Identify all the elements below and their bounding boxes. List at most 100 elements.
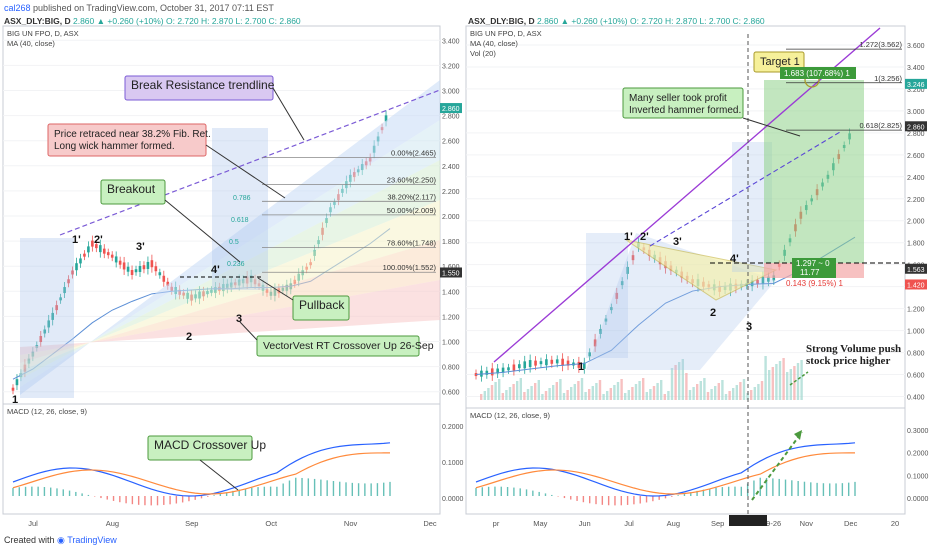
candle-body [122, 262, 126, 270]
volume-bar [771, 367, 774, 400]
volume-bar [786, 372, 789, 400]
volume-bar [573, 384, 576, 400]
footer: Created with ◉ TradingView [4, 535, 117, 545]
macd-title: MACD (12, 26, close, 9) [7, 407, 88, 416]
candle-body [604, 318, 608, 322]
candle-body [599, 328, 602, 334]
volume-bar [750, 390, 753, 400]
channel-label: 0.236 [227, 261, 245, 268]
price-tag: 2.860 [907, 124, 925, 131]
volume-bar [516, 381, 519, 400]
candle-body [615, 292, 619, 299]
volume-bar [793, 366, 796, 400]
resistance-trendline [59, 89, 441, 236]
volume-bar [746, 393, 749, 400]
x-tick-label: May [533, 519, 547, 528]
candle-body [490, 368, 494, 376]
volume-bar [703, 378, 706, 400]
volume-bar [512, 384, 515, 400]
right-symbol[interactable]: ASX_DLY:BIG, D [468, 16, 535, 26]
candle-body [566, 360, 570, 366]
volume-bar [505, 390, 508, 400]
volume-bar [548, 388, 551, 400]
y-tick-label: 0.600 [907, 373, 925, 380]
wave-label: 4' [211, 264, 220, 276]
footer-brand[interactable]: TradingView [67, 535, 117, 545]
target-box [780, 67, 856, 79]
fib-level-label: 50.00%(2.009) [387, 206, 437, 215]
y-tick-label: 2.600 [907, 153, 925, 160]
volume-bar [537, 380, 540, 400]
measure-box [20, 238, 74, 398]
callout-breakout-text: Breakout [107, 182, 156, 196]
volume-bar [688, 390, 692, 400]
volume-bar [631, 387, 634, 400]
volume-bar [710, 389, 713, 400]
volume-bar [778, 361, 782, 400]
wave-label: 1' [624, 231, 633, 243]
volume-bar [584, 392, 587, 400]
candle-body [134, 269, 138, 273]
footer-created: Created with [4, 535, 55, 545]
volume-bar [508, 387, 512, 400]
volume-bar [598, 380, 602, 400]
wave-label: 4' [730, 253, 739, 265]
macd-trend-arrow [751, 431, 803, 501]
volume-bar [642, 378, 645, 400]
left-symbol[interactable]: ASX_DLY:BIG, D [4, 16, 71, 26]
callout-break-text: Break Resistance trendline [131, 78, 275, 92]
y-tick-label: 2.400 [907, 175, 925, 182]
date-tag-box [729, 515, 767, 526]
x-tick-label: Sep [185, 519, 198, 528]
volume-bar [800, 360, 803, 400]
callout-seller-text: Inverted hammer formed. [629, 105, 741, 116]
price-tag-box [905, 279, 927, 290]
volume-bar [588, 389, 591, 400]
candle-body [150, 260, 154, 268]
candle-body [138, 265, 142, 272]
y-tick-label: 1.200 [907, 307, 925, 314]
candle-body [130, 269, 134, 275]
measure-box [586, 233, 628, 358]
x-tick-label: Nov [344, 519, 358, 528]
candle-body [99, 245, 102, 253]
price-tag: 3.246 [907, 82, 925, 89]
volume-bar [667, 391, 670, 400]
y-tick-label: 3.000 [442, 88, 460, 95]
y-tick-label: 2.800 [907, 131, 925, 138]
volume-bar [732, 388, 735, 400]
candle-body [75, 263, 78, 271]
callout-macd-cross-text: MACD Crossover Up [154, 438, 266, 452]
fib-ext-label: 1.272(3.562) [859, 40, 902, 49]
volume-bar [490, 385, 494, 400]
y-tick-label: 2.200 [442, 189, 460, 196]
callout-fib-note: Price retraced near 38.2% Fib. Ret.Long … [47, 123, 211, 157]
volume-bar [699, 381, 702, 400]
candle-body [158, 272, 162, 276]
candle-body [102, 248, 106, 254]
candle-body [47, 320, 51, 328]
wave-label: 1' [72, 234, 81, 246]
candle-body [67, 279, 70, 284]
fib-level-label: 0.00%(2.465) [391, 149, 437, 158]
volume-bar [742, 379, 746, 400]
left-quote: 2.860 ▲ +0.260 (+10%) O: 2.720 H: 2.870 … [72, 16, 301, 26]
wave-label: 1 [578, 361, 584, 373]
fib-fan-band [20, 200, 440, 371]
candle-body [87, 246, 90, 253]
y-tick-label: 3.000 [907, 109, 925, 116]
wave-label: 3' [673, 236, 682, 248]
candle-body [528, 360, 532, 368]
macd-y-tick: 0.0000 [442, 496, 464, 503]
right-quote: 2.860 ▲ +0.260 (+10%) O: 2.720 H: 2.870 … [536, 16, 765, 26]
candle-body [154, 266, 158, 272]
wave-label: 2 [710, 307, 716, 319]
author-link[interactable]: cal268 [4, 3, 31, 13]
candle-body [110, 254, 114, 258]
candle-body [631, 255, 635, 261]
macd-y-tick: 0.1000 [907, 473, 929, 480]
callout-pointer [257, 277, 294, 301]
candle-body [11, 387, 15, 391]
volume-bar [541, 394, 544, 400]
